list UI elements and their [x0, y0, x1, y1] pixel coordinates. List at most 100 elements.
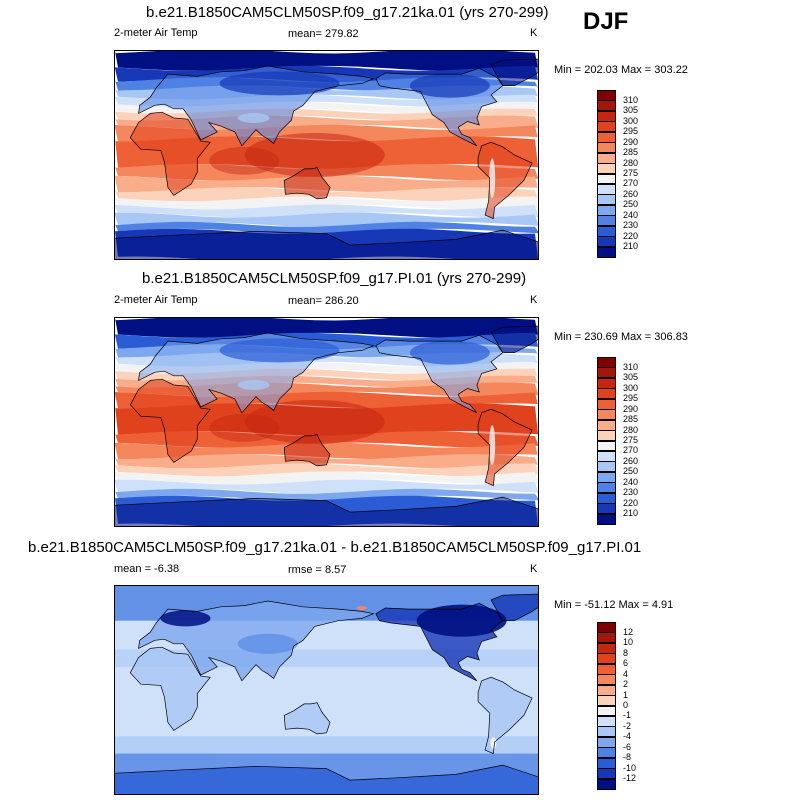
colorbar-tick-label: 275 [623, 168, 639, 178]
colorbar-swatch [597, 684, 616, 696]
season-label: DJF [583, 8, 629, 35]
panel-3-rmse-label: rmse = 8.57 [288, 564, 347, 576]
panel-1-minmax: Min = 202.03 Max = 303.22 [554, 64, 688, 76]
colorbar-tick-label: 295 [623, 393, 639, 404]
colorbar-tick-label: -4 [623, 731, 632, 742]
panel-1-map-field [115, 51, 538, 259]
colorbar-swatch [597, 215, 616, 227]
colorbar-swatch [597, 409, 616, 421]
colorbar-swatch [597, 388, 616, 400]
colorbar-tick-label: 280 [623, 157, 639, 168]
colorbar-swatch [597, 398, 616, 410]
colorbar-swatch [597, 747, 616, 759]
colorbar-tick-label: 210 [623, 241, 639, 252]
colorbar-tick-label: 260 [623, 455, 639, 466]
colorbar-swatch [597, 622, 616, 633]
colorbar-swatch [597, 121, 616, 133]
colorbar-swatch [597, 90, 616, 101]
panel-2-map-field [115, 318, 538, 526]
colorbar-swatch [597, 450, 616, 462]
colorbar-tick-label: 1 [623, 689, 629, 700]
colorbar-swatch [597, 632, 616, 644]
panel-1-mean-label: mean= 279.82 [288, 28, 359, 40]
colorbar-swatch [597, 419, 616, 431]
panel-3-mean-label: mean = -6.38 [114, 563, 180, 575]
colorbar-tick-label: 290 [623, 136, 639, 147]
colorbar-swatch [597, 695, 616, 706]
colorbar-tick-label: 230 [623, 487, 639, 498]
colorbar-swatch [597, 642, 616, 654]
panel-2-title: b.e21.B1850CAM5CLM50SP.f09_g17.PI.01 (yr… [142, 270, 527, 287]
colorbar-tick-label: 310 [623, 94, 639, 105]
colorbar-swatch [597, 131, 616, 143]
colorbar-tick-label: 285 [623, 414, 639, 425]
panel-3-map [114, 585, 539, 795]
panel-2-colorbar [597, 357, 616, 525]
panel-3-title: b.e21.B1850CAM5CLM50SP.f09_g17.21ka.01 -… [28, 539, 642, 556]
colorbar-tick-label: 295 [623, 126, 639, 137]
colorbar-tick-label: 8 [623, 647, 629, 658]
colorbar-tick-label: 275 [623, 435, 639, 445]
colorbar-swatch [597, 183, 616, 195]
colorbar-swatch [597, 461, 616, 473]
panel-1-variable-label: 2-meter Air Temp [114, 27, 198, 39]
colorbar-swatch [597, 110, 616, 122]
colorbar-swatch [597, 715, 616, 727]
colorbar-tick-label: 240 [623, 209, 639, 220]
colorbar-swatch [597, 163, 616, 174]
panel-2-mean-label: mean= 286.20 [288, 295, 359, 307]
colorbar-tick-label: 250 [623, 199, 639, 210]
colorbar-swatch [597, 503, 616, 515]
colorbar-swatch [597, 100, 616, 112]
colorbar-swatch [597, 173, 616, 185]
colorbar-tick-label: 270 [623, 445, 639, 456]
colorbar-swatch [597, 357, 616, 368]
colorbar-tick-label: 2 [623, 679, 629, 690]
colorbar-swatch [597, 482, 616, 494]
colorbar-swatch [597, 757, 616, 769]
colorbar-tick-label: 305 [623, 372, 639, 383]
colorbar-tick-label: -10 [623, 762, 637, 773]
colorbar-swatch [597, 768, 616, 780]
colorbar-tick-label: 0 [623, 700, 629, 710]
colorbar-swatch [597, 430, 616, 441]
colorbar-swatch [597, 726, 616, 738]
colorbar-swatch [597, 194, 616, 206]
panel-3-map-field [115, 586, 538, 794]
colorbar-swatch [597, 236, 616, 248]
colorbar-tick-label: 10 [623, 637, 634, 648]
colorbar-tick-label: 220 [623, 497, 639, 508]
colorbar-swatch [597, 663, 616, 675]
colorbar-swatch [597, 440, 616, 452]
panel-2-minmax: Min = 230.69 Max = 306.83 [554, 331, 688, 343]
panel-1-units-label: K [530, 27, 538, 39]
colorbar-tick-label: 230 [623, 220, 639, 231]
colorbar-tick-label: 285 [623, 147, 639, 158]
colorbar-swatch [597, 377, 616, 389]
colorbar-swatch [597, 492, 616, 504]
colorbar-tick-label: 240 [623, 476, 639, 487]
colorbar-tick-label: 12 [623, 626, 634, 637]
colorbar-swatch [597, 367, 616, 379]
colorbar-tick-label: 210 [623, 508, 639, 519]
colorbar-tick-label: 6 [623, 658, 629, 669]
colorbar-tick-label: 270 [623, 178, 639, 189]
colorbar-swatch [597, 513, 616, 525]
colorbar-swatch [597, 778, 616, 790]
colorbar-tick-label: -8 [623, 752, 632, 763]
panel-3-colorbar [597, 622, 616, 790]
colorbar-tick-label: -2 [623, 720, 632, 731]
colorbar-swatch [597, 736, 616, 748]
colorbar-tick-label: 300 [623, 382, 639, 393]
colorbar-swatch [597, 653, 616, 665]
colorbar-swatch [597, 152, 616, 164]
colorbar-tick-label: 305 [623, 105, 639, 116]
colorbar-tick-label: 260 [623, 188, 639, 199]
colorbar-tick-label: 310 [623, 361, 639, 372]
panel-1-map [114, 50, 539, 260]
colorbar-tick-label: 300 [623, 115, 639, 126]
panel-2-map [114, 317, 539, 527]
colorbar-swatch [597, 225, 616, 237]
panel-2-units-label: K [530, 294, 538, 306]
colorbar-swatch [597, 705, 616, 717]
